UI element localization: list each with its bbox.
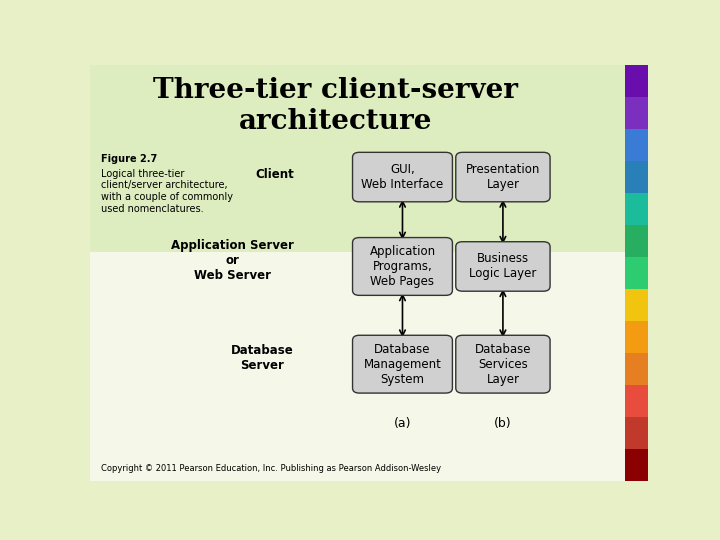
- Text: Database
Server: Database Server: [231, 344, 294, 372]
- Bar: [624, 97, 648, 129]
- Text: Client: Client: [255, 168, 294, 181]
- Bar: [624, 256, 648, 289]
- Bar: [90, 252, 648, 481]
- Text: Figure 2.7: Figure 2.7: [101, 154, 158, 164]
- Text: Presentation
Layer: Presentation Layer: [466, 163, 540, 191]
- Text: Three-tier client-server
architecture: Three-tier client-server architecture: [153, 77, 518, 136]
- Bar: [624, 449, 648, 481]
- Bar: [624, 417, 648, 449]
- Bar: [624, 65, 648, 97]
- Bar: [624, 321, 648, 353]
- Bar: [624, 193, 648, 225]
- Text: Application
Programs,
Web Pages: Application Programs, Web Pages: [369, 245, 436, 288]
- FancyBboxPatch shape: [353, 152, 452, 202]
- Bar: [624, 289, 648, 321]
- Text: Database
Management
System: Database Management System: [364, 343, 441, 386]
- Text: GUI,
Web Interface: GUI, Web Interface: [361, 163, 444, 191]
- Bar: [624, 225, 648, 256]
- Text: Database
Services
Layer: Database Services Layer: [474, 343, 531, 386]
- Text: (a): (a): [394, 417, 411, 430]
- Text: Copyright © 2011 Pearson Education, Inc. Publishing as Pearson Addison-Wesley: Copyright © 2011 Pearson Education, Inc.…: [101, 464, 441, 473]
- Bar: [90, 65, 648, 252]
- Bar: [624, 353, 648, 384]
- FancyBboxPatch shape: [456, 152, 550, 202]
- Text: Business
Logic Layer: Business Logic Layer: [469, 253, 536, 280]
- FancyBboxPatch shape: [353, 238, 452, 295]
- Text: (b): (b): [494, 417, 512, 430]
- Bar: [624, 129, 648, 161]
- Text: Logical three-tier
client/server architecture,
with a couple of commonly
used no: Logical three-tier client/server archite…: [101, 168, 233, 213]
- FancyBboxPatch shape: [456, 335, 550, 393]
- FancyBboxPatch shape: [353, 335, 452, 393]
- FancyBboxPatch shape: [456, 242, 550, 291]
- Bar: [624, 384, 648, 417]
- Bar: [624, 161, 648, 193]
- Text: Application Server
or
Web Server: Application Server or Web Server: [171, 239, 294, 282]
